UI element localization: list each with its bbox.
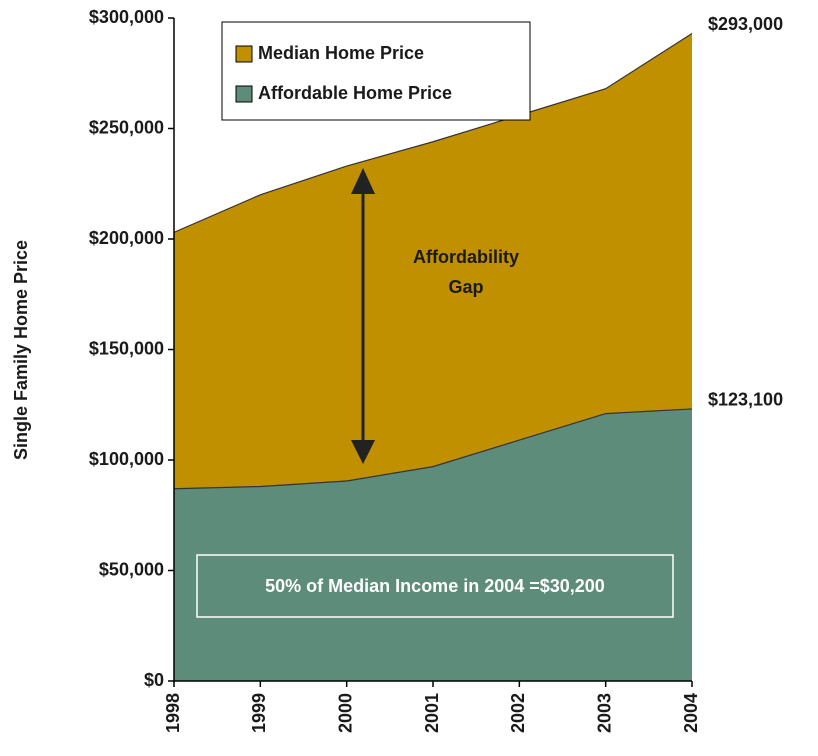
area-outline [173,408,693,490]
y-tick-label: $200,000 [89,228,164,248]
x-tick-label: 1999 [249,693,269,733]
value-label: $293,000 [708,14,783,34]
y-tick-label: $150,000 [89,338,164,358]
y-tick-label: $0 [144,670,164,690]
x-tick-label: 1998 [163,693,183,733]
y-tick-label: $300,000 [89,7,164,27]
arrow-head [351,168,375,194]
area [174,408,692,681]
x-tick-label: 2003 [594,693,614,733]
x-tick-label: 2001 [422,693,442,733]
annotation: Gap [448,277,483,297]
legend-label: Median Home Price [258,43,424,63]
value-label: $123,100 [708,390,783,410]
note-box [196,554,674,618]
y-tick-label: $250,000 [89,117,164,137]
x-tick-label: 2004 [681,693,701,733]
legend-swatch [235,45,253,63]
y-tick-label: $50,000 [99,559,164,579]
x-tick-label: 2002 [508,693,528,733]
note: 50% of Median Income in 2004 =$30,200 [265,576,605,596]
y-axis-label: Single Family Home Price [11,240,31,460]
annotation: Affordability [413,247,519,267]
x-tick-label: 2000 [335,693,355,733]
legend-box [221,21,531,121]
area-outline [173,32,693,233]
arrow-head [351,440,375,464]
y-tick-label: $100,000 [89,449,164,469]
legend-swatch [235,85,253,103]
legend-label: Affordable Home Price [258,83,452,103]
